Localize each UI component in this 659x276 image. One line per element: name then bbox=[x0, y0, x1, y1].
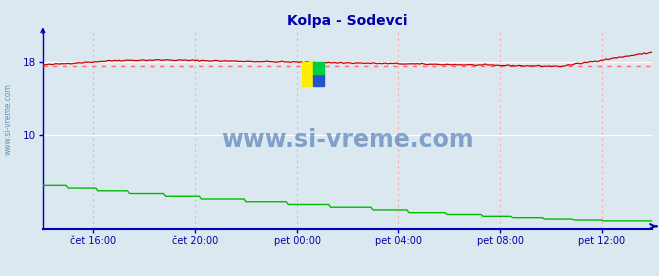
Title: Kolpa - Sodevci: Kolpa - Sodevci bbox=[287, 14, 408, 28]
Bar bbox=[313, 62, 324, 74]
Bar bbox=[313, 74, 324, 86]
Bar bbox=[302, 62, 313, 86]
Text: www.si-vreme.com: www.si-vreme.com bbox=[221, 128, 474, 152]
Text: www.si-vreme.com: www.si-vreme.com bbox=[3, 83, 13, 155]
